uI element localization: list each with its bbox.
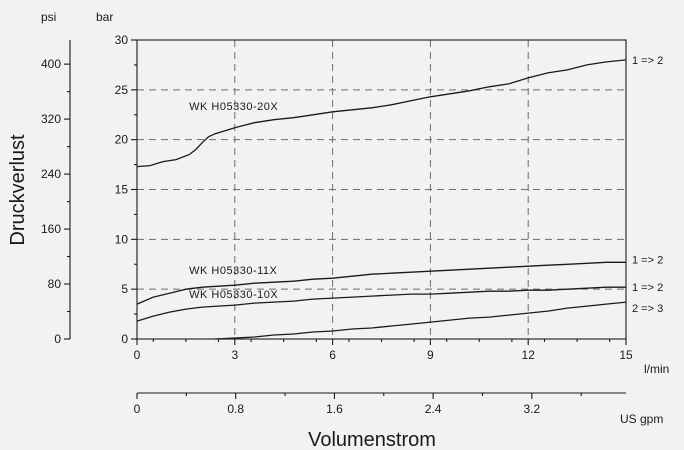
y2-tick-label: 80 [48,277,62,291]
series-name-label: WK H05330-11X [189,265,277,277]
y-tick-label: 5 [121,282,128,296]
y-unit-label: bar [96,10,113,24]
series-label-layer: WK H05330-20X 1 => 2 WK H05330-11X 1 => 2 WK… [189,55,663,315]
y-tick-label: 0 [121,332,128,346]
y-tick-label: 15 [115,183,129,197]
y2-tick-label: 320 [41,112,61,126]
series-line-2 [136,286,626,322]
x-axis-title: Volumenstrom [308,429,436,450]
flow-direction-label: 1 => 2 [632,282,663,294]
x2-tick-label: 0 [134,402,141,416]
grid-layer [137,40,626,339]
axis-layer [64,39,627,399]
flow-direction-label: 1 => 2 [632,254,663,266]
y2-tick-label: 0 [54,332,61,346]
flow-direction-label: 1 => 2 [632,55,663,67]
x2-tick-label: 3.2 [524,402,541,416]
series-line-1 [136,261,626,305]
series-line-3 [215,301,627,340]
y2-tick-label: 160 [41,222,61,236]
x-tick-label: 6 [329,348,336,362]
x-tick-label: 12 [522,348,536,362]
y-tick-label: 10 [115,232,129,246]
x2-tick-label: 0.8 [227,402,244,416]
x-tick-label: 15 [619,348,633,362]
x-tick-label: 9 [427,348,434,362]
y-axis-title: Druckverlust [7,134,29,246]
y2-unit-label: psi [41,10,56,24]
x2-tick-label: 1.6 [326,402,343,416]
curve-layer [136,59,627,340]
y-tick-label: 20 [115,133,129,147]
x-unit-label: l/min [644,362,669,376]
series-name-label: WK H05330-20X [189,101,278,113]
tick-label-layer: 0 5 10 15 20 25 30 0 80 160 240 320 400 0 3 6 9 12 15 0 0.8 1… [41,33,633,416]
series-name-label: WK H05330-10X [189,289,278,301]
y2-tick-label: 400 [41,57,61,71]
y-tick-label: 30 [115,33,129,47]
x2-unit-label: US gpm [620,412,663,426]
series-line-0 [136,59,627,168]
x-tick-label: 0 [134,348,141,362]
flow-direction-label: 2 => 3 [632,303,663,315]
y2-tick-label: 240 [41,167,61,181]
y-tick-label: 25 [115,83,129,97]
x-tick-label: 3 [231,348,238,362]
x2-tick-label: 2.4 [425,402,442,416]
